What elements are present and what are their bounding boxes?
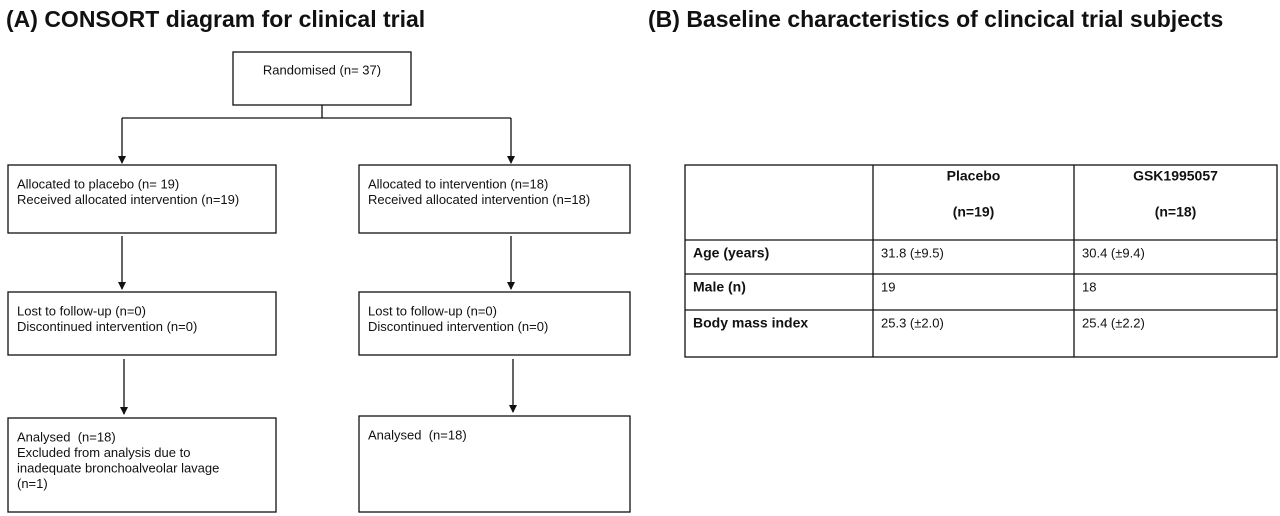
- row-header: Male (n): [693, 279, 746, 295]
- box-text: Lost to follow-up (n=0): [17, 303, 146, 318]
- panel-b-title: (B) Baseline characteristics of clincica…: [648, 6, 1223, 32]
- flow-box: [7, 417, 277, 513]
- box-text: (n=1): [17, 476, 48, 491]
- connectors: [118, 105, 517, 415]
- row-header: Body mass index: [693, 315, 808, 331]
- flow-box: [232, 51, 412, 106]
- box-text: Discontinued intervention (n=0): [17, 319, 197, 334]
- flow-box: [7, 291, 277, 356]
- column-header: Placebo: [947, 168, 1001, 184]
- box-text: Lost to follow-up (n=0): [368, 303, 497, 318]
- box-text: Received allocated intervention (n=18): [368, 192, 590, 207]
- box-text: Analysed (n=18): [17, 429, 116, 444]
- box-text: inadequate bronchoalveolar lavage: [17, 460, 219, 475]
- table-border: [684, 164, 1278, 358]
- row-header: Age (years): [693, 245, 769, 261]
- box-text: Allocated to placebo (n= 19): [17, 176, 179, 191]
- box-text: Allocated to intervention (n=18): [368, 176, 548, 191]
- box-text: Received allocated intervention (n=19): [17, 192, 239, 207]
- flow-box: [358, 291, 631, 356]
- flow-box: [7, 164, 277, 234]
- panel-a-title: (A) CONSORT diagram for clinical trial: [6, 6, 425, 32]
- table-cell: 25.4 (±2.2): [1082, 315, 1145, 330]
- flow-box: [358, 164, 631, 234]
- column-header: GSK1995057: [1133, 168, 1218, 184]
- table-cell: 25.3 (±2.0): [881, 315, 944, 330]
- flow-box: [358, 415, 631, 513]
- box-text: Discontinued intervention (n=0): [368, 319, 548, 334]
- column-n: (n=19): [953, 204, 995, 220]
- table-cell: 30.4 (±9.4): [1082, 245, 1145, 260]
- box-text: Excluded from analysis due to: [17, 445, 190, 460]
- box-text: Randomised (n= 37): [263, 62, 381, 77]
- table-cell: 18: [1082, 279, 1096, 294]
- table-cell: 31.8 (±9.5): [881, 245, 944, 260]
- box-text: Analysed (n=18): [368, 427, 467, 442]
- table-cell: 19: [881, 279, 895, 294]
- column-n: (n=18): [1155, 204, 1197, 220]
